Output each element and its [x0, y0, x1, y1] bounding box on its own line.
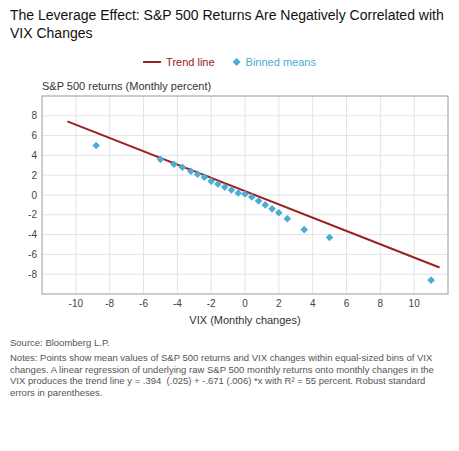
point — [170, 161, 178, 169]
tick-label: 10 — [409, 298, 421, 309]
legend-label: Trend line — [166, 56, 215, 68]
grid-line — [42, 115, 448, 116]
grid-line — [42, 175, 448, 176]
point — [326, 234, 334, 242]
tick-label: -2 — [207, 298, 216, 309]
grid-line — [42, 234, 448, 235]
point — [221, 183, 229, 191]
title: The Leverage Effect: S&P 500 Returns Are… — [10, 7, 444, 41]
tick-label: -6 — [28, 249, 37, 260]
background — [0, 0, 459, 451]
tick-label: -4 — [173, 298, 182, 309]
tick-label: -10 — [69, 298, 84, 309]
point — [427, 276, 435, 284]
grid-line — [42, 214, 448, 215]
point — [194, 170, 202, 178]
note: Notes: Points show mean values of S&P 50… — [10, 352, 434, 398]
point — [255, 197, 263, 205]
point — [92, 142, 100, 150]
chart: The Leverage Effect: S&P 500 Returns Are… — [0, 0, 459, 451]
tick-label: -8 — [105, 298, 114, 309]
point — [187, 167, 195, 175]
tick-label: 4 — [31, 150, 37, 161]
grid-line — [42, 155, 448, 156]
tick-label: 6 — [344, 298, 350, 309]
point — [214, 180, 222, 188]
y-axis-label: S&P 500 returns (Monthly percent) — [42, 80, 211, 92]
point — [201, 173, 209, 181]
legend-symbol — [233, 58, 241, 66]
point — [300, 226, 308, 234]
tick-label: -4 — [28, 229, 37, 240]
plot-area — [67, 121, 439, 284]
legend-symbol — [143, 61, 161, 63]
legend-label: Binned means — [246, 56, 317, 68]
source: Source: Bloomberg L.P. — [10, 337, 110, 348]
point — [275, 209, 283, 217]
tick-label: 2 — [276, 298, 282, 309]
tick-label: 2 — [31, 170, 37, 181]
grid-line — [42, 254, 448, 255]
point — [207, 177, 215, 185]
grid-line — [42, 274, 448, 275]
tick-label: -6 — [139, 298, 148, 309]
tick-label: 4 — [310, 298, 316, 309]
tick-label: -2 — [28, 209, 37, 220]
point — [262, 201, 270, 209]
point — [248, 193, 256, 201]
point — [228, 186, 236, 194]
grid — [42, 96, 448, 294]
legend: Trend line Binned means — [143, 56, 316, 68]
tick-label: 8 — [31, 110, 37, 121]
point — [241, 190, 249, 198]
x-axis-label: VIX (Monthly changes) — [189, 314, 300, 326]
point — [268, 205, 276, 213]
tick-label: -8 — [28, 269, 37, 280]
tick-label: 0 — [31, 190, 37, 201]
point — [157, 156, 165, 164]
plot-frame — [42, 96, 448, 294]
tick-label: 6 — [31, 130, 37, 141]
point — [283, 215, 291, 223]
trend-line — [67, 121, 439, 267]
point — [179, 163, 187, 171]
point — [234, 189, 242, 197]
tick-label: 0 — [242, 298, 248, 309]
tick-label: 8 — [378, 298, 384, 309]
